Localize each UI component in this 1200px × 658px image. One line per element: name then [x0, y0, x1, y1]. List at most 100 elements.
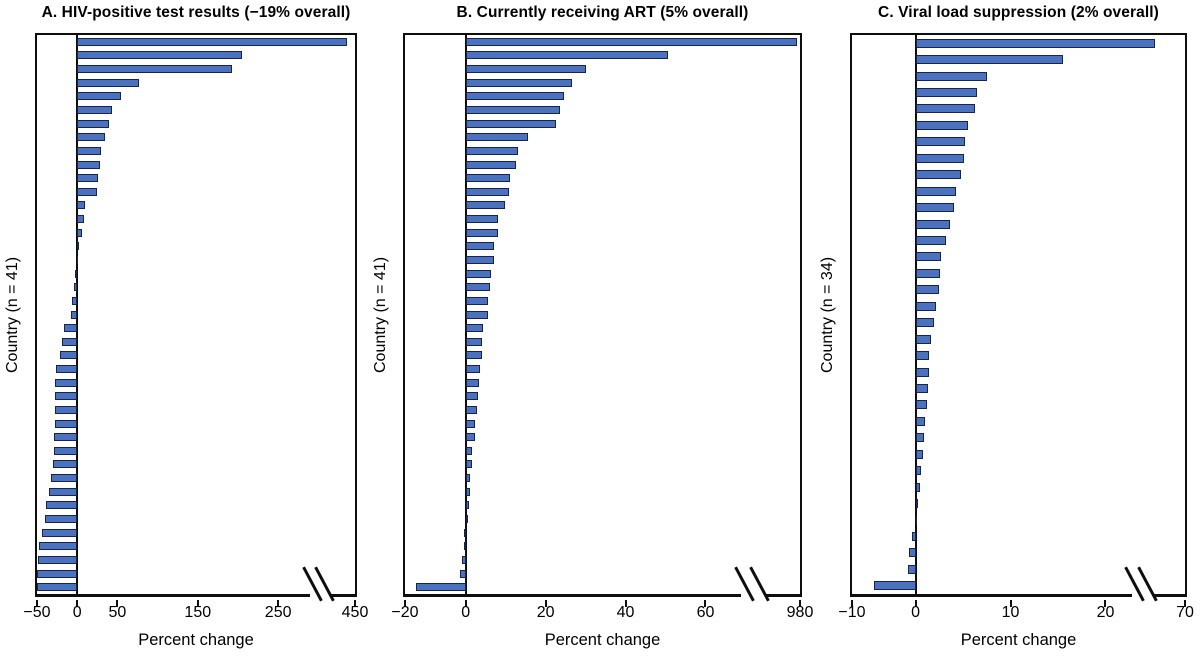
bar	[915, 351, 929, 361]
bar	[915, 137, 965, 147]
bar	[465, 419, 475, 428]
axis-break-gap	[309, 587, 330, 598]
bar	[915, 38, 1155, 48]
panel-a-x-axis-label: Percent change	[138, 631, 254, 649]
bar	[77, 242, 80, 251]
bar	[42, 528, 78, 537]
x-tick-label: 60	[696, 604, 715, 621]
bar	[465, 146, 518, 155]
x-tick-mark	[354, 600, 356, 607]
bar	[465, 501, 469, 510]
x-tick-label: 40	[616, 604, 635, 621]
bar	[874, 581, 916, 591]
bar	[77, 187, 98, 196]
bar	[53, 446, 78, 455]
bar	[465, 255, 495, 264]
x-tick-mark	[1104, 600, 1107, 607]
bar	[77, 78, 140, 87]
bar	[915, 219, 950, 229]
bar	[77, 92, 122, 101]
bar	[415, 583, 466, 592]
bar	[54, 433, 78, 442]
panel-a-plot	[35, 33, 357, 602]
axis-break-gap	[1132, 587, 1153, 598]
x-tick-mark	[76, 600, 79, 607]
bar	[915, 104, 976, 114]
bar	[915, 416, 926, 426]
bar	[77, 105, 112, 114]
bar	[915, 318, 934, 328]
bar	[37, 569, 78, 578]
bar	[465, 51, 668, 60]
bar	[465, 487, 471, 496]
bar	[46, 501, 78, 510]
bar	[59, 351, 78, 360]
bar	[77, 37, 348, 46]
bar	[53, 460, 78, 469]
bar	[465, 324, 484, 333]
bar	[465, 310, 488, 319]
panel-b-plot	[403, 33, 802, 602]
bar	[915, 236, 946, 245]
x-tick-mark	[704, 600, 707, 607]
x-tick-mark	[1009, 600, 1012, 607]
bar	[915, 268, 941, 278]
bar	[465, 446, 473, 455]
x-tick-label: 50	[108, 604, 127, 621]
bar	[465, 474, 471, 483]
bar	[61, 337, 78, 346]
panel-a-y-axis-label: Country (n = 41)	[4, 256, 21, 374]
x-tick-mark	[544, 600, 547, 607]
x-tick-mark	[277, 600, 280, 607]
bar	[77, 51, 242, 60]
zero-axis-line	[914, 35, 917, 594]
bar	[465, 174, 510, 183]
x-tick-label: 150	[184, 604, 212, 621]
x-tick-label: 20	[1096, 604, 1115, 621]
bar	[77, 215, 84, 224]
bar	[465, 215, 499, 224]
bar	[465, 515, 468, 523]
x-tick-mark	[1184, 600, 1186, 607]
bar	[71, 296, 78, 305]
x-tick-mark	[464, 600, 467, 607]
bar	[915, 88, 978, 98]
bar	[909, 548, 916, 558]
bar	[73, 283, 78, 292]
bar	[465, 201, 505, 210]
bar	[55, 405, 78, 414]
x-tick-label: −10	[838, 604, 866, 621]
bar	[915, 334, 931, 344]
panel-c-y-axis-label: Country (n = 34)	[819, 256, 836, 374]
x-tick-label: −20	[391, 604, 419, 621]
bar	[459, 569, 466, 578]
zero-axis-line	[76, 35, 79, 594]
bar	[77, 174, 99, 183]
bar	[465, 133, 528, 142]
bar	[915, 482, 921, 492]
panel-b-title: B. Currently receiving ART (5% overall)	[456, 4, 749, 21]
bar	[465, 460, 473, 469]
bar	[37, 583, 78, 592]
bar	[465, 378, 479, 387]
x-tick-label: 0	[461, 604, 471, 621]
bar	[465, 242, 495, 251]
x-tick-label: 450	[341, 604, 369, 621]
x-tick-label: −50	[23, 604, 51, 621]
x-tick-mark	[196, 600, 199, 607]
bar	[465, 365, 480, 374]
panel-b-y-axis-label: Country (n = 41)	[372, 256, 389, 374]
panel-a-title: A. HIV-positive test results (−19% overa…	[41, 4, 351, 21]
bar	[464, 528, 466, 537]
bar	[77, 255, 79, 264]
bar	[465, 119, 556, 128]
bar	[465, 160, 516, 169]
bar	[465, 405, 477, 414]
bar	[71, 310, 78, 319]
x-tick-mark	[36, 600, 38, 607]
bar	[55, 378, 78, 387]
panel-b-x-axis-label: Percent change	[544, 631, 661, 649]
bar	[915, 153, 964, 163]
bar	[50, 474, 78, 483]
bar	[63, 324, 78, 333]
